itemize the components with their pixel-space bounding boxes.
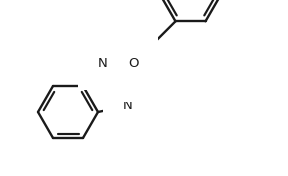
Text: N: N — [98, 57, 108, 70]
Text: O: O — [128, 57, 138, 70]
Text: N: N — [126, 69, 135, 82]
Text: N: N — [122, 99, 132, 112]
